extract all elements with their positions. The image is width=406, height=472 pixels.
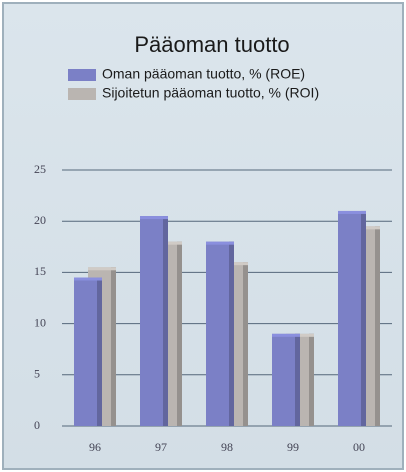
bar-shade — [295, 333, 300, 426]
legend-swatch — [68, 88, 96, 100]
y-tick-label: 25 — [34, 162, 46, 176]
y-tick-label: 15 — [34, 264, 46, 278]
y-tick-label: 0 — [34, 418, 40, 432]
bar-shade — [243, 262, 248, 426]
bar-shade — [111, 267, 116, 426]
legend-swatch — [68, 69, 96, 81]
bar-shade — [229, 241, 234, 426]
bar-cap — [206, 241, 234, 245]
bar-cap — [140, 216, 168, 220]
x-tick-label: 96 — [89, 440, 101, 454]
y-tick-label: 5 — [34, 367, 40, 381]
bar-shade — [361, 210, 366, 426]
bar-shade — [97, 277, 102, 426]
bar-cap — [272, 333, 300, 337]
bar-cap — [338, 210, 366, 214]
y-tick-label: 20 — [34, 213, 46, 227]
x-tick-label: 98 — [221, 440, 233, 454]
bar-cap — [74, 277, 102, 281]
legend-label: Sijoitetun pääoman tuotto, % (ROI) — [102, 85, 319, 101]
y-tick-label: 10 — [34, 315, 46, 329]
x-tick-label: 97 — [155, 440, 167, 454]
bar-shade — [375, 226, 380, 426]
bar-shade — [163, 216, 168, 426]
bar-shade — [177, 241, 182, 426]
bar-cap — [88, 267, 116, 271]
x-tick-label: 99 — [287, 440, 299, 454]
chart-title: Pääoman tuotto — [134, 32, 289, 57]
bar-shade — [309, 333, 314, 426]
legend-label: Oman pääoman tuotto, % (ROE) — [102, 66, 305, 82]
x-tick-label: 00 — [353, 440, 365, 454]
